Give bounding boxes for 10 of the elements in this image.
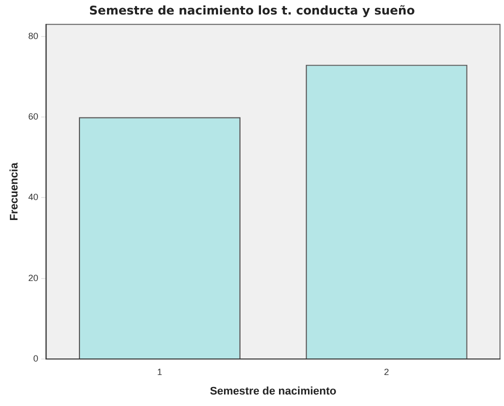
y-tick-label: 60 bbox=[28, 112, 38, 122]
x-tick-label: 1 bbox=[157, 366, 162, 377]
y-tick-label: 0 bbox=[33, 353, 38, 364]
y-tick-label: 20 bbox=[28, 272, 38, 283]
y-tick-label: 40 bbox=[28, 192, 38, 202]
x-axis-title: Semestre de nacimiento bbox=[210, 385, 337, 398]
chart-title: Semestre de nacimiento los t. conducta y sueño bbox=[89, 3, 415, 18]
y-tick-label: 80 bbox=[28, 30, 38, 41]
y-axis-title: Frecuencia bbox=[8, 162, 21, 221]
x-tick-label: 2 bbox=[384, 366, 390, 377]
